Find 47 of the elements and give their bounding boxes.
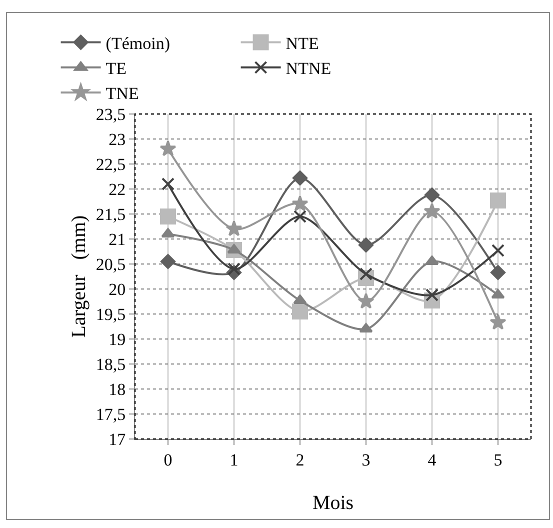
y-tick-label: 22: [108, 180, 126, 199]
point: [160, 140, 176, 156]
legend-label: NTE: [286, 34, 319, 53]
y-tick-label: 17,5: [96, 404, 126, 424]
point: [492, 244, 504, 257]
x-tick-label: 3: [362, 450, 370, 470]
legend-label: NTNE: [286, 59, 332, 78]
y-tick-label: 18: [108, 380, 126, 399]
point: [358, 292, 374, 309]
legend-label: TE: [106, 59, 127, 78]
point: [160, 208, 176, 224]
point: [228, 262, 240, 276]
point: [358, 238, 374, 252]
point: [426, 288, 438, 302]
y-tick-label: 23: [108, 130, 126, 149]
y-tick-label: 22,5: [96, 154, 126, 174]
y-tick-label: 19,5: [96, 304, 126, 324]
point: [292, 170, 308, 186]
point: [294, 210, 306, 223]
y-tick-label: 23,5: [96, 104, 126, 124]
y-tick-label: 20: [108, 280, 126, 299]
y-tick-label: 21: [108, 230, 126, 249]
point: [292, 304, 308, 320]
y-tick-label: 18,5: [96, 354, 126, 374]
x-tick-label: 2: [296, 450, 304, 470]
point: [160, 254, 176, 269]
point: [162, 178, 174, 190]
point: [424, 202, 440, 219]
x-tick-label: 4: [428, 450, 437, 470]
y-tick-label: 19: [108, 330, 126, 349]
x-tick-label: 0: [164, 450, 172, 470]
legend-label: (Témoin): [106, 34, 170, 53]
point: [360, 268, 372, 280]
legend-label: TNE: [106, 84, 139, 104]
x-axis-title: Mois: [312, 492, 354, 514]
x-tick-label: 5: [494, 450, 502, 470]
point: [226, 220, 242, 236]
x-tick-label: 1: [230, 450, 238, 470]
point: [490, 192, 506, 208]
point: [292, 195, 308, 212]
point: [490, 265, 506, 280]
point: [490, 314, 506, 330]
y-tick-label: 17: [108, 430, 126, 449]
y-tick-label: 20,5: [96, 254, 126, 274]
y-axis-title: Largeur (mm): [68, 215, 90, 338]
point: [424, 188, 440, 202]
y-tick-label: 21,5: [96, 204, 126, 224]
